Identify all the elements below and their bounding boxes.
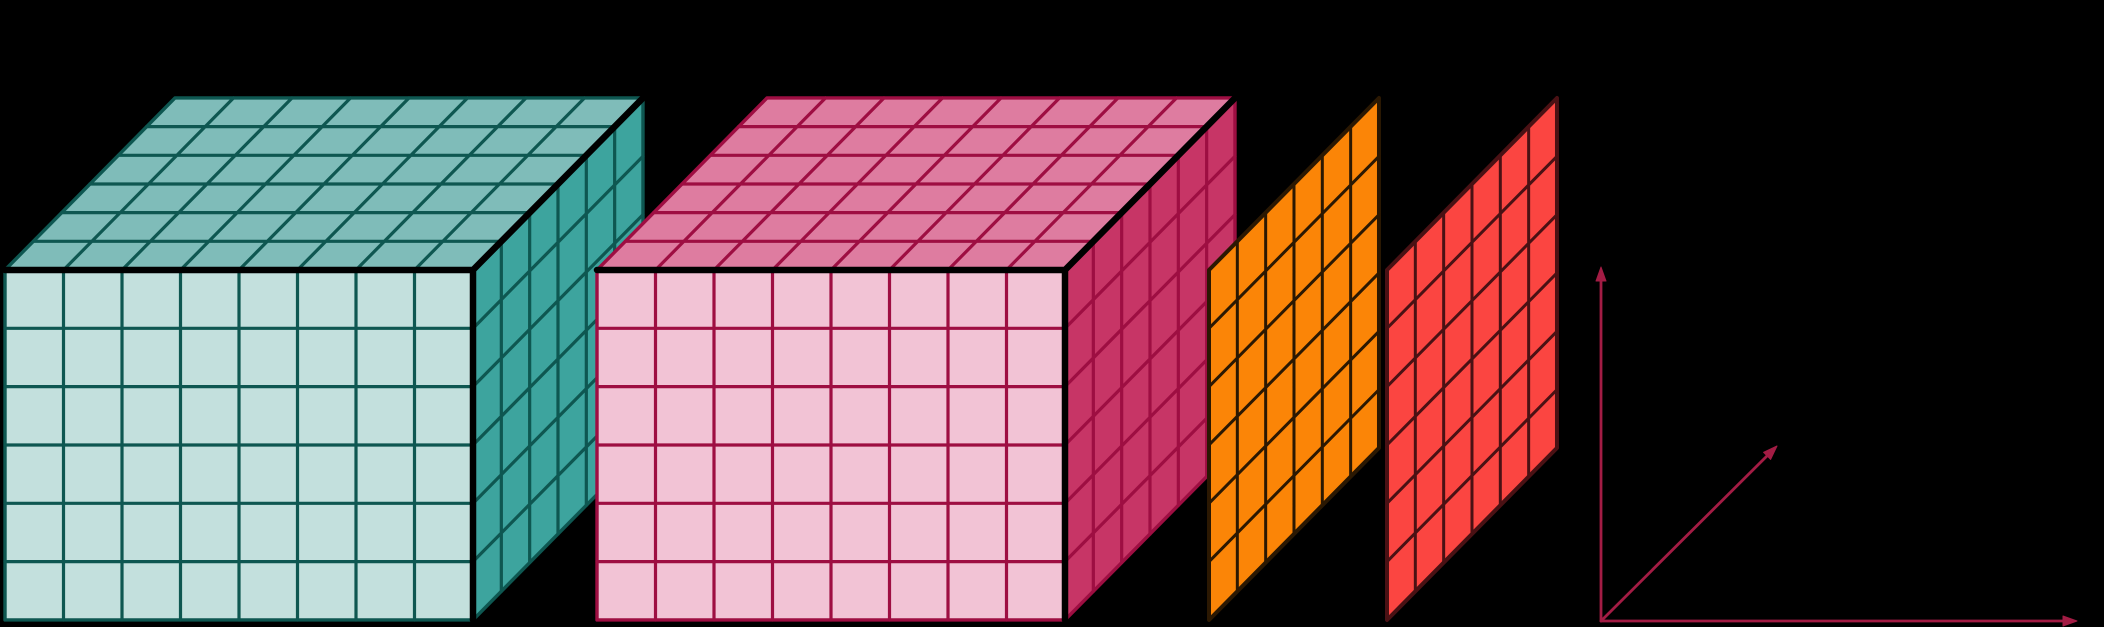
x-axis-arrowhead (2062, 615, 2078, 627)
teal-cube-front-face (3, 268, 475, 622)
teal-cube-black-edges (1, 94, 647, 624)
pink-cube-front-grid (595, 268, 1067, 622)
pink-cube-top-grid (623, 96, 1209, 272)
pink-cube-black-edges (593, 94, 1239, 624)
teal-cube-top-grid (31, 96, 617, 272)
y-axis-arrowhead (1595, 266, 1607, 282)
teal-cube-front-grid (3, 268, 475, 622)
red-sheet (1385, 95, 1559, 622)
red-sheet-grid (1385, 125, 1559, 593)
pink-cube (593, 94, 1239, 624)
teal-cube (1, 94, 647, 624)
z-axis-line (1599, 454, 1769, 623)
z-axis-arrowhead (1763, 445, 1778, 460)
orange-sheet (1207, 95, 1381, 622)
orange-sheet-grid (1207, 125, 1381, 593)
pink-cube-side-grid (1063, 125, 1237, 593)
coordinate-axes (1595, 266, 2078, 627)
pink-cube-front-face (595, 268, 1067, 622)
